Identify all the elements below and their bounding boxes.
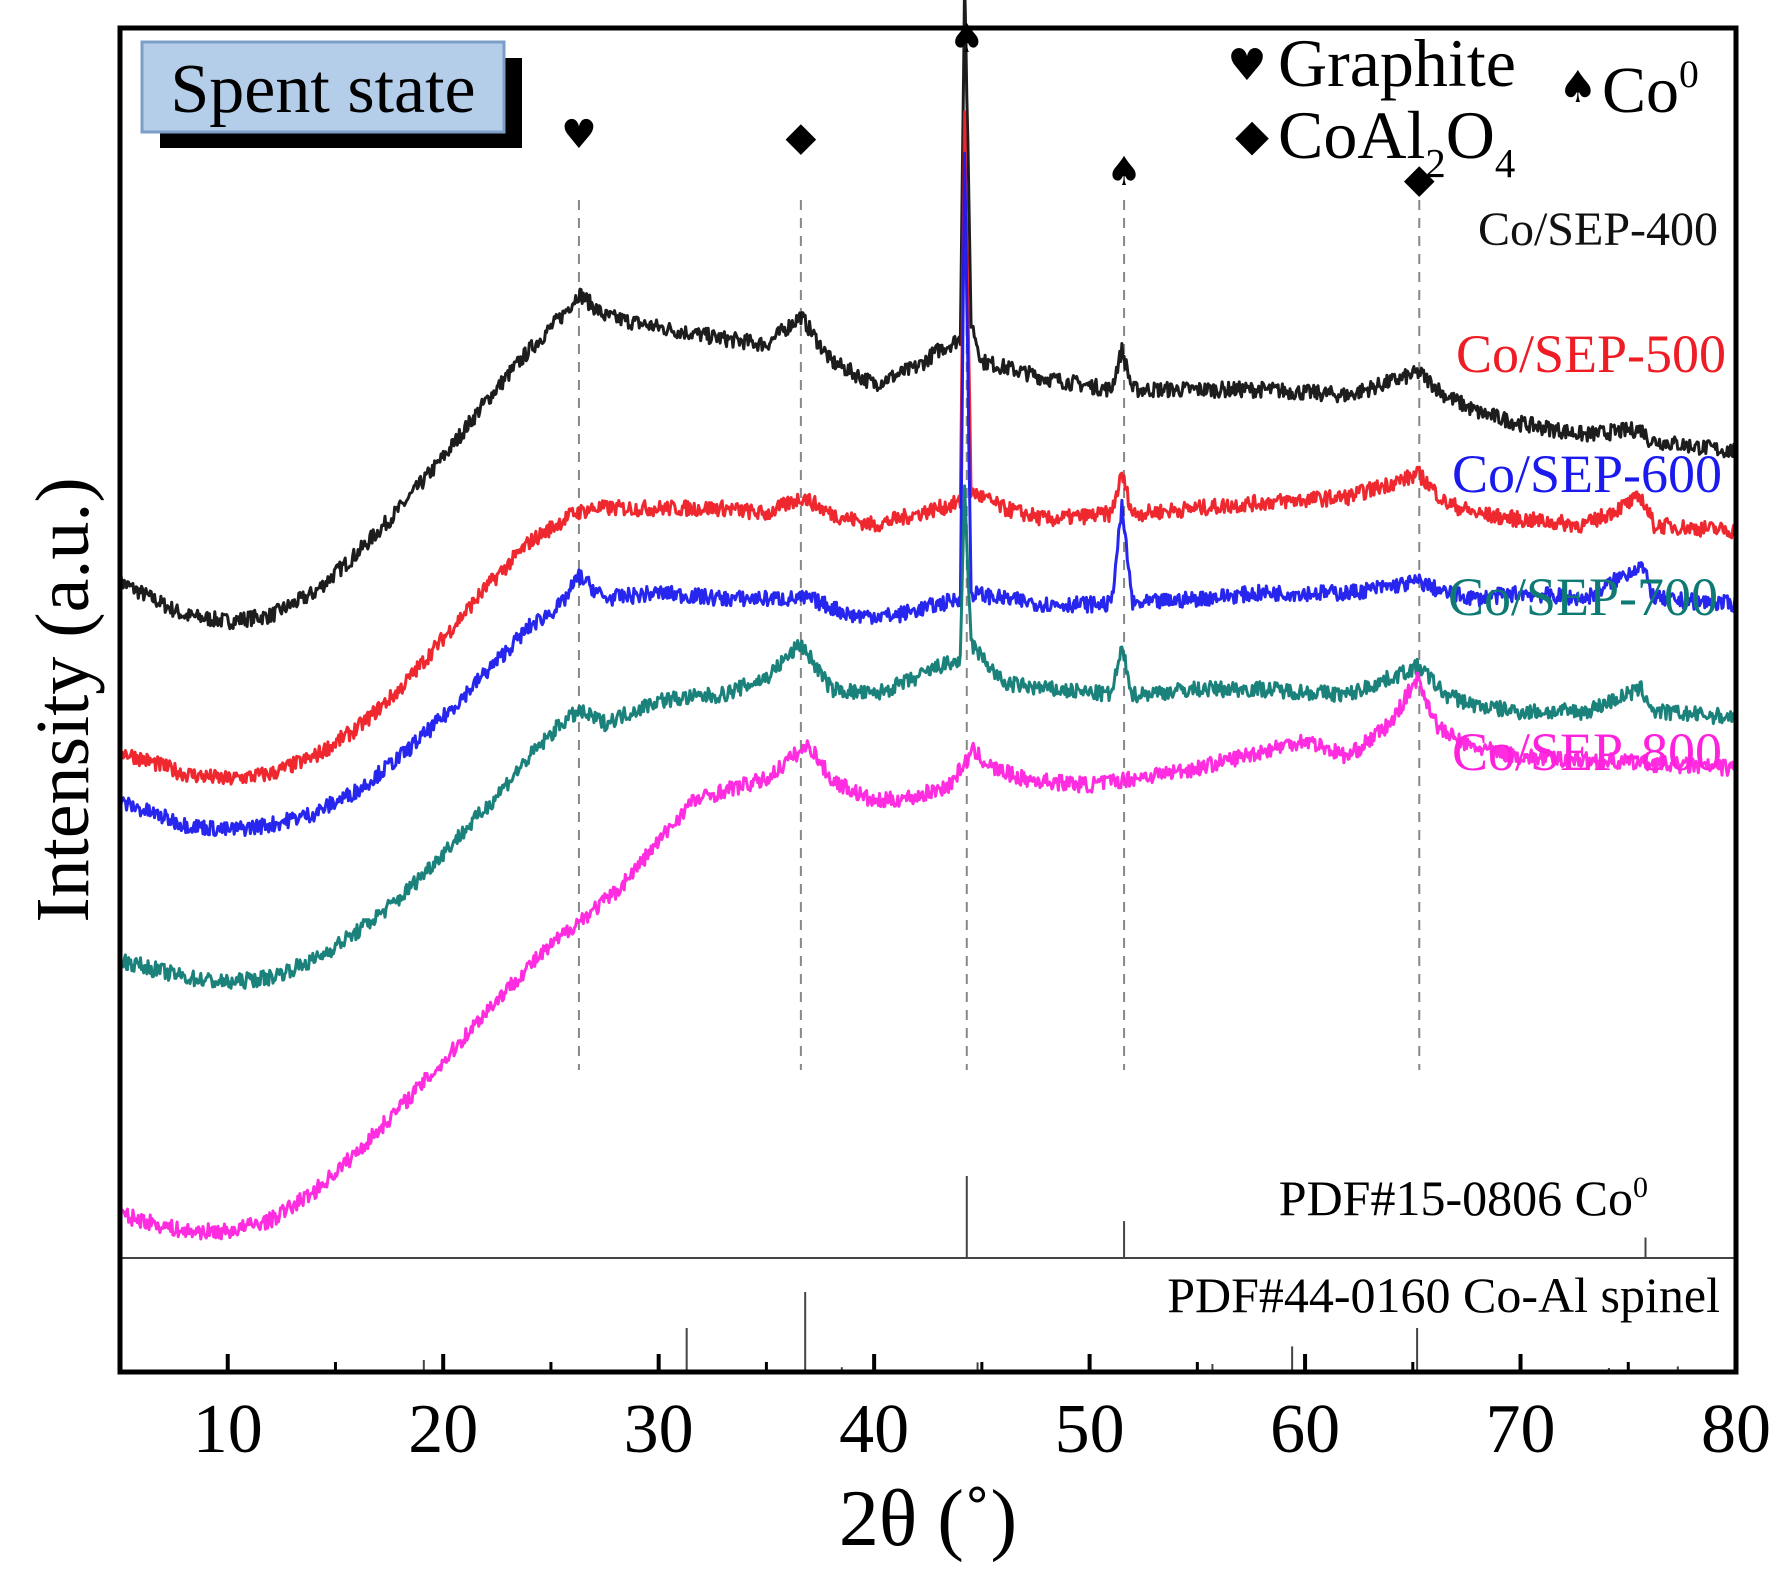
- axes-group: [117, 25, 1739, 1375]
- peak-marker-2: ♠: [949, 16, 985, 62]
- legend-symbol-0: ♥: [1227, 40, 1266, 91]
- x-tick-label-2: 30: [624, 1391, 694, 1468]
- legend-symbol-2: ◆: [1235, 110, 1269, 161]
- x-tick-label-7: 80: [1701, 1391, 1771, 1468]
- legend-label-1: Co0: [1602, 52, 1699, 127]
- ref-pattern-label-0: PDF#15-0806 Co0: [1279, 1170, 1648, 1226]
- peak-marker-4: ◆: [1404, 156, 1435, 202]
- peak-marker-3: ♠: [1106, 149, 1142, 195]
- x-tick-label-6: 70: [1486, 1391, 1556, 1468]
- legend-symbol-1: ♠: [1558, 62, 1597, 113]
- legend-label-2: CoAl2O4: [1278, 97, 1515, 186]
- reference-patterns-group: [120, 1176, 1736, 1372]
- series-label-3: Co/SEP-700: [1448, 567, 1718, 627]
- ref-pattern-label-1: PDF#44-0160 Co-Al spinel: [1167, 1267, 1720, 1323]
- x-tick-label-1: 20: [408, 1391, 478, 1468]
- x-tick-label-3: 40: [839, 1391, 909, 1468]
- legend-label-0: Graphite: [1278, 25, 1516, 101]
- x-axis-label: 2θ (˚): [839, 1475, 1017, 1563]
- series-line-0: [118, 0, 1738, 631]
- series-line-3: [118, 484, 1738, 990]
- series-group: [118, 0, 1738, 1241]
- badge-text: Spent state: [170, 51, 475, 128]
- y-axis-label: Intensity (a.u.): [21, 477, 105, 922]
- series-line-2: [118, 151, 1738, 837]
- badge-box: [140, 40, 506, 134]
- peak-marker-1: ◆: [785, 114, 816, 160]
- series-label-1: Co/SEP-500: [1456, 324, 1726, 384]
- text-group: ♥ ◆ ♠ ♠ ◆ 10 20 30 40 50 60 70 80 2θ (˚) Intensity (a.…: [21, 16, 1771, 1563]
- series-label-2: Co/SEP-600: [1452, 444, 1722, 504]
- x-tick-label-5: 60: [1270, 1391, 1340, 1468]
- series-label-4: Co/SEP-800: [1452, 722, 1722, 782]
- series-label-0: Co/SEP-400: [1478, 203, 1718, 256]
- plot-frame: [117, 25, 1739, 1375]
- series-line-4: [118, 671, 1738, 1241]
- series-line-1: [118, 110, 1738, 786]
- x-tick-label-0: 10: [193, 1391, 263, 1468]
- peak-marker-0: ♥: [561, 112, 597, 158]
- x-tick-label-4: 50: [1055, 1391, 1125, 1468]
